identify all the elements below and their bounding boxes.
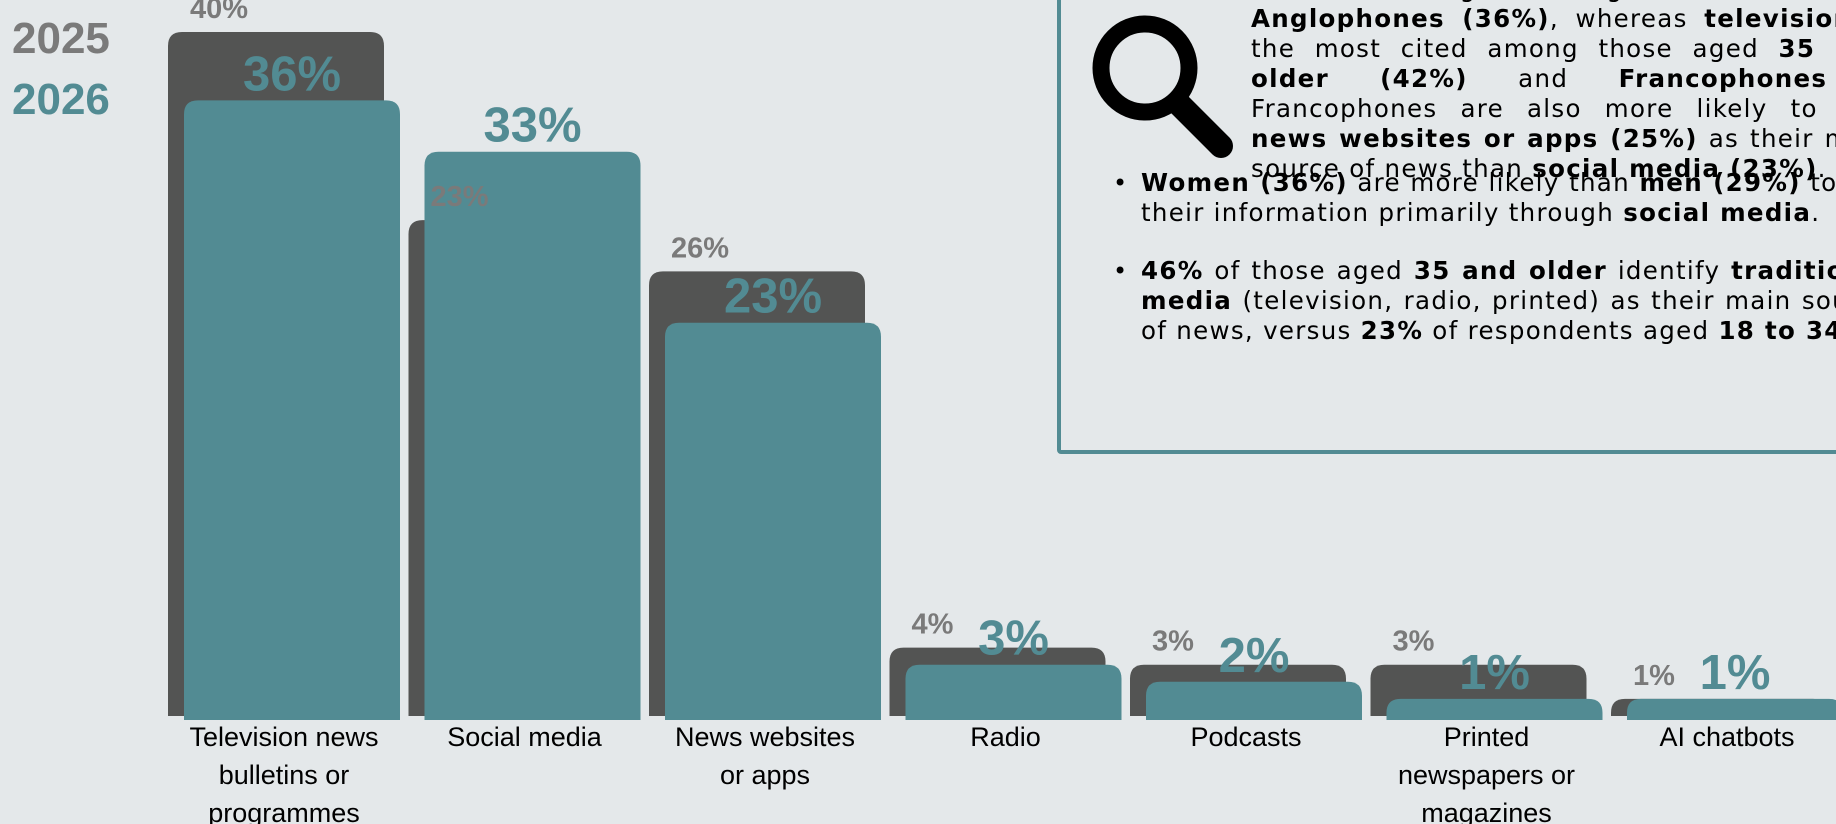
data-label-2026-4: 2% [1219, 629, 1290, 683]
category-label-0-1: bulletins or [219, 760, 350, 790]
data-label-2026-6: 1% [1700, 646, 1771, 700]
data-label-2026-3: 3% [978, 612, 1049, 666]
category-label-2-0: News websites [675, 722, 855, 752]
data-label-2026-2: 23% [724, 270, 822, 324]
category-label-3-0: Radio [970, 722, 1041, 752]
category-label-4-0: Podcasts [1190, 722, 1301, 752]
data-label-2025-1: 23% [431, 181, 489, 213]
category-label-6-0: AI chatbots [1659, 722, 1794, 752]
category-label-1-0: Social media [447, 722, 603, 752]
bar-2026-2 [665, 322, 881, 720]
insights-bullet-list: Women (36%) are more likely than men (29… [1113, 168, 1836, 374]
legend-2026: 2026 [12, 75, 110, 124]
data-label-2025-6: 1% [1633, 660, 1675, 692]
insights-textbox: of news among those aged 18 to 34 and An… [1057, 0, 1836, 454]
category-label-0-0: Television news [189, 722, 378, 752]
category-label-5-1: newspapers or [1398, 760, 1575, 790]
data-label-2025-5: 3% [1393, 626, 1435, 658]
legend-2025: 2025 [12, 14, 110, 63]
data-label-2025-4: 3% [1152, 626, 1194, 658]
data-label-2026-0: 36% [243, 47, 341, 101]
bar-2026-3 [905, 664, 1122, 720]
data-label-2025-3: 4% [912, 609, 954, 641]
category-label-5-0: Printed [1444, 722, 1530, 752]
bar-2026-1 [424, 151, 641, 720]
insight-bullet-gender: Women (36%) are more likely than men (29… [1113, 168, 1836, 228]
category-label-5-2: magazines [1421, 798, 1552, 824]
bar-2026-6 [1627, 698, 1836, 720]
magnifier-icon [1092, 15, 1233, 158]
bar-2026-0 [184, 100, 400, 720]
category-label-0-2: programmes [208, 798, 360, 824]
data-label-2025-2: 26% [671, 232, 729, 264]
category-label-2-1: or apps [720, 760, 810, 790]
data-label-2026-1: 33% [483, 99, 581, 153]
insights-intro-paragraph: of news among those aged 18 to 34 and An… [1251, 0, 1836, 183]
bar-2026-5 [1386, 698, 1603, 720]
insight-bullet-age: 46% of those aged 35 and older identify … [1113, 256, 1836, 346]
bar-2026-4 [1146, 681, 1362, 720]
data-label-2026-5: 1% [1459, 646, 1530, 700]
data-label-2025-0: 40% [190, 0, 248, 25]
